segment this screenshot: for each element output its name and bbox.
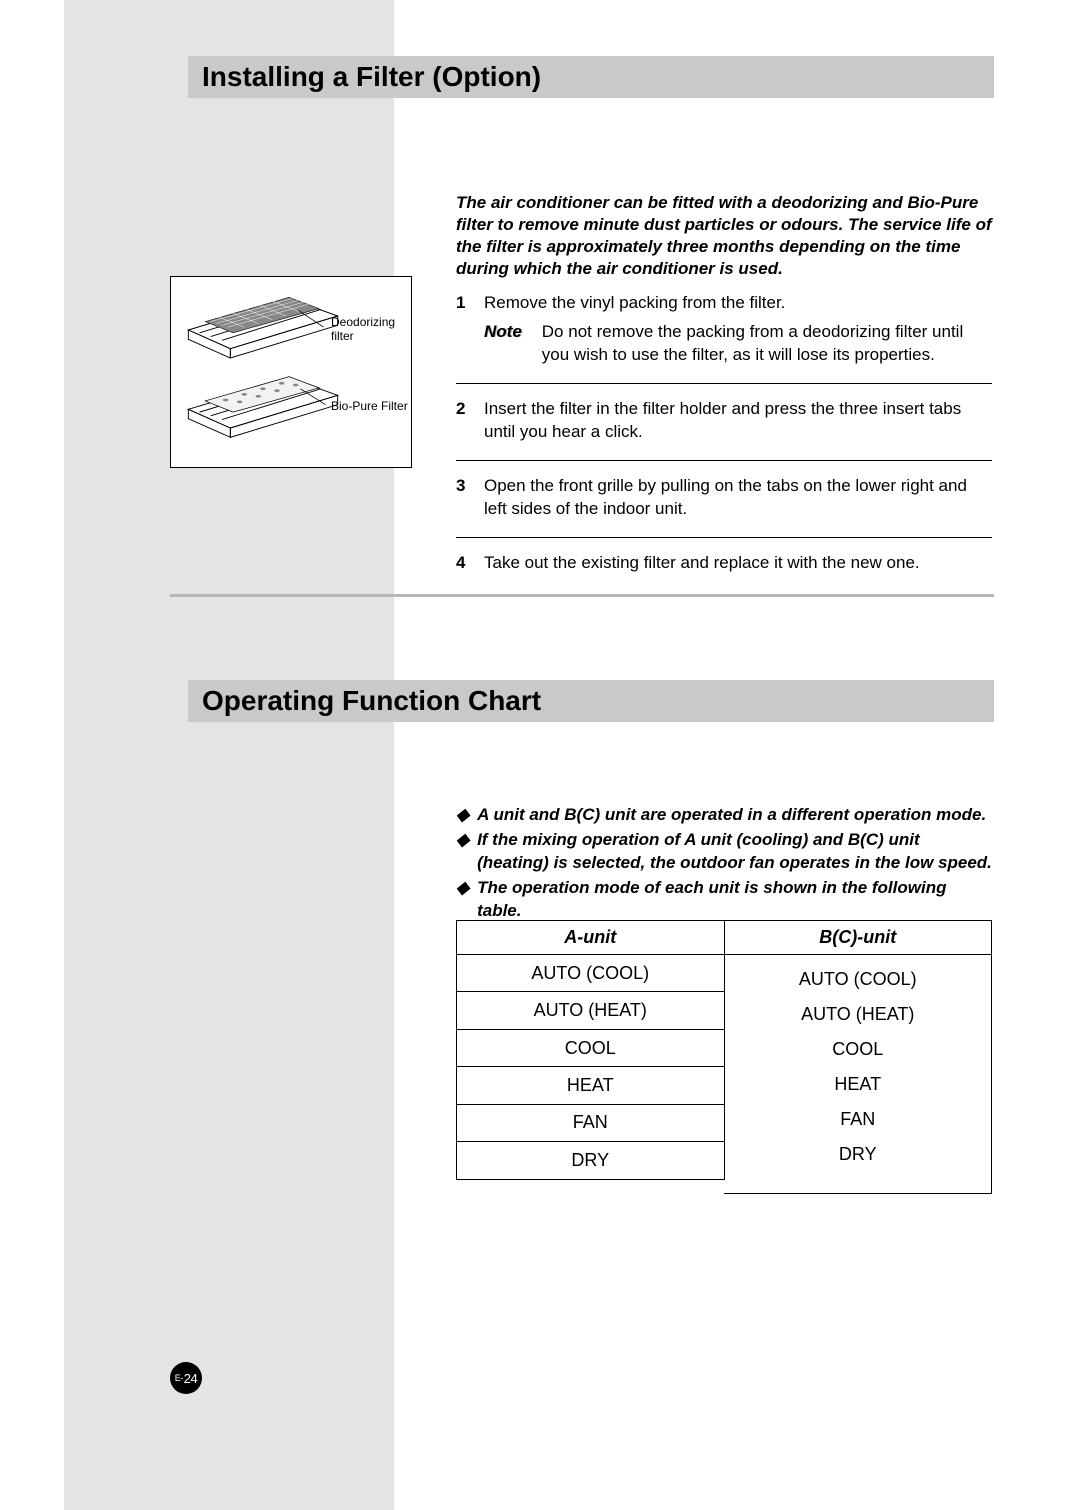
table-cell: HEAT xyxy=(725,1067,992,1102)
table-cell: AUTO (COOL) xyxy=(457,955,725,992)
table-cell: AUTO (COOL) xyxy=(725,962,992,997)
note-label: Note xyxy=(484,321,522,367)
table-cell: HEAT xyxy=(457,1067,725,1104)
step: 4 Take out the existing filter and repla… xyxy=(456,537,992,585)
bullet-item: ◆If the mixing operation of A unit (cool… xyxy=(456,829,992,875)
table-cell: AUTO (HEAT) xyxy=(457,992,725,1029)
bullet-text: A unit and B(C) unit are operated in a d… xyxy=(477,804,986,827)
step-text: Remove the vinyl packing from the filter… xyxy=(484,292,992,315)
table-cell: AUTO (HEAT) xyxy=(725,997,992,1032)
bullet-list: ◆ A unit and B(C) unit are operated in a … xyxy=(456,804,992,925)
function-chart-table: A-unit B(C)-unit AUTO (COOL) AUTO (COOL)… xyxy=(456,920,992,1194)
note-row: Note Do not remove the packing from a de… xyxy=(484,321,992,367)
table-cell: DRY xyxy=(457,1142,725,1179)
step-number: 1 xyxy=(456,292,470,367)
diamond-icon: ◆ xyxy=(456,829,469,875)
step-body: Remove the vinyl packing from the filter… xyxy=(484,292,992,367)
diagram-svg xyxy=(179,285,403,459)
step-text: Take out the existing filter and replace… xyxy=(484,552,992,575)
table-cell: DRY xyxy=(725,1137,992,1172)
step-text: Open the front grille by pulling on the … xyxy=(484,475,992,521)
step: 1 Remove the vinyl packing from the filt… xyxy=(456,284,992,377)
table-cell: COOL xyxy=(457,1029,725,1066)
step-number: 3 xyxy=(456,475,470,521)
table-cell: COOL xyxy=(725,1032,992,1067)
diagram-label-biopure: Bio-Pure Filter xyxy=(331,399,408,413)
step-number: 4 xyxy=(456,552,470,575)
bullet-text: The operation mode of each unit is shown… xyxy=(477,877,992,923)
page-number: 24 xyxy=(184,1371,197,1386)
bullet-item: ◆The operation mode of each unit is show… xyxy=(456,877,992,923)
bullet-item: ◆ A unit and B(C) unit are operated in a … xyxy=(456,804,992,827)
bullet-text: If the mixing operation of A unit (cooli… xyxy=(477,829,992,875)
step: 2 Insert the filter in the filter holder… xyxy=(456,383,992,454)
section-divider xyxy=(170,594,994,597)
step-number: 2 xyxy=(456,398,470,444)
steps-list: 1 Remove the vinyl packing from the filt… xyxy=(456,284,992,585)
table-header-a: A-unit xyxy=(457,921,725,955)
diamond-icon: ◆ xyxy=(456,804,469,827)
section-title: Operating Function Chart xyxy=(202,685,541,717)
table-cell: FAN xyxy=(725,1102,992,1137)
diagram-label-deodorizing: Deodorizing filter xyxy=(331,315,411,344)
manual-page: Installing a Filter (Option) xyxy=(64,0,1016,1510)
page-prefix: E- xyxy=(175,1373,183,1383)
step: 3 Open the front grille by pulling on th… xyxy=(456,460,992,531)
diamond-icon: ◆ xyxy=(456,877,469,923)
filter-diagram: Deodorizing filter Bio-Pure Filter xyxy=(170,276,412,468)
note-text: Do not remove the packing from a deodori… xyxy=(542,321,992,367)
table-cell: FAN xyxy=(457,1104,725,1141)
table-cell-merged: AUTO (COOL) AUTO (HEAT) COOL HEAT FAN DR… xyxy=(724,955,992,1180)
section1-intro: The air conditioner can be fitted with a… xyxy=(456,192,992,280)
section-title: Installing a Filter (Option) xyxy=(202,61,541,93)
step-text: Insert the filter in the filter holder a… xyxy=(484,398,992,444)
left-gray-column xyxy=(64,0,394,1510)
table-header-b: B(C)-unit xyxy=(724,921,992,955)
section-title-bar: Installing a Filter (Option) xyxy=(188,56,994,98)
page-number-badge: E-24 xyxy=(170,1362,202,1394)
section-title-bar: Operating Function Chart xyxy=(188,680,994,722)
